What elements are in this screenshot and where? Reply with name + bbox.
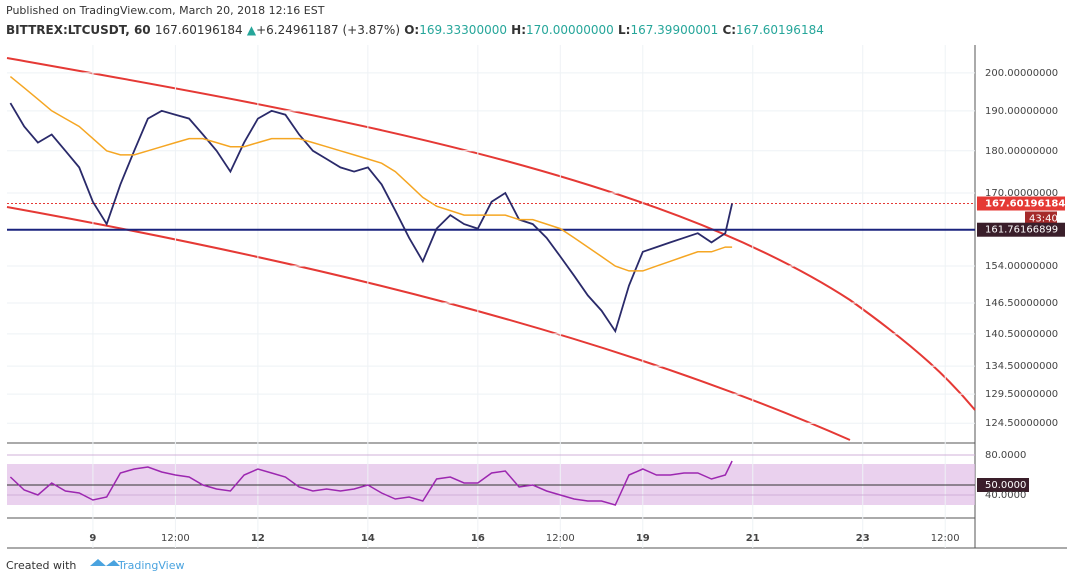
x-tick-label: 21 — [746, 533, 760, 544]
published: Published on TradingView.com, March 20, … — [6, 4, 325, 17]
x-tick-label: 12:00 — [161, 533, 190, 544]
price: 167.60196184 — [155, 23, 243, 37]
arrow: ▲ — [247, 23, 257, 37]
rsi-tick-label: 40.0000 — [985, 490, 1026, 501]
o-label: O: — [404, 23, 419, 37]
trend-line — [6, 57, 976, 411]
rsi-label-box — [977, 478, 1029, 492]
y-tick-label: 180.00000000 — [985, 146, 1058, 157]
h-label: H: — [511, 23, 526, 37]
countdown: 43:40 — [1029, 214, 1058, 225]
plot: 200.00000000 190.00000000 180.00000000 170.… — [7, 45, 1065, 548]
x-tick-label: 19 — [636, 533, 650, 544]
y-tick-label: 200.00000000 — [985, 68, 1058, 79]
footer-brand: TradingView — [117, 559, 184, 572]
x-tick-label: 12 — [251, 533, 265, 544]
rsi-tick-label: 50.0000 — [985, 480, 1026, 491]
symbol: BITTREX:LTCUSDT, 60 — [6, 23, 151, 37]
change: +6.24961187 (+3.87%) — [256, 23, 400, 37]
y-tick-label: 170.00000000 — [985, 188, 1058, 199]
level-box — [977, 222, 1065, 237]
o: 169.33300000 — [419, 23, 507, 37]
series-line — [9, 460, 733, 506]
series-line — [9, 102, 733, 334]
footer-created: Created with — [6, 559, 76, 572]
countdown-box — [1025, 211, 1057, 226]
x-tick-label: 12:00 — [546, 533, 575, 544]
y-tick-label: 134.50000000 — [985, 361, 1058, 372]
last-price-label: 167.60196184 — [985, 199, 1065, 210]
series-line — [9, 76, 733, 272]
y-tick-label: 154.00000000 — [985, 261, 1058, 272]
y-tick-label: 140.50000000 — [985, 329, 1058, 340]
l-label: L: — [618, 23, 630, 37]
c-label: C: — [722, 23, 736, 37]
logo — [90, 559, 120, 566]
rsi-tick-label: 80.0000 — [985, 450, 1026, 461]
x-tick-label: 16 — [471, 533, 485, 544]
h: 170.00000000 — [526, 23, 614, 37]
y-tick-label: 190.00000000 — [985, 106, 1058, 117]
header-line: BITTREX:LTCUSDT, 60 167.60196184 ▲+6.249… — [6, 23, 824, 37]
y-tick-label: 146.50000000 — [985, 298, 1058, 309]
trend-line — [6, 206, 851, 441]
y-tick-label: 124.50000000 — [985, 418, 1058, 429]
l: 167.39900001 — [630, 23, 718, 37]
x-tick-label: 12:00 — [931, 533, 960, 544]
y-tick-label: 129.50000000 — [985, 389, 1058, 400]
x-tick-label: 14 — [361, 533, 375, 544]
last-price-box — [977, 196, 1065, 211]
x-tick-label: 23 — [856, 533, 870, 544]
level-label: 161.76166899 — [985, 225, 1058, 236]
c: 167.60196184 — [736, 23, 824, 37]
x-tick-label: 9 — [89, 533, 96, 544]
